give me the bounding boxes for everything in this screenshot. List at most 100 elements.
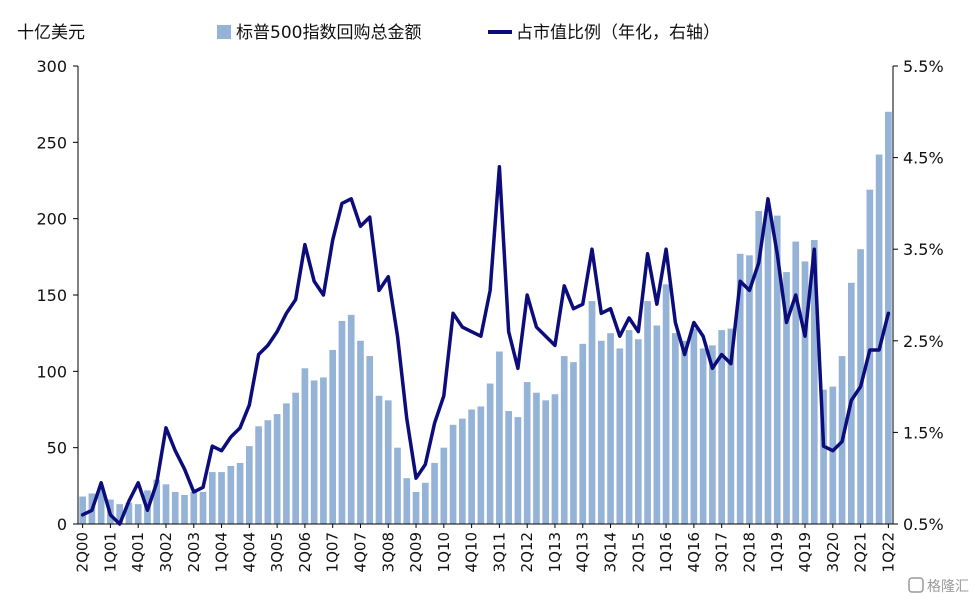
bar-4Q11 <box>505 411 512 524</box>
bar-1Q06 <box>292 392 299 524</box>
bar-1Q12 <box>514 417 522 524</box>
left-tick-label: 250 <box>36 133 67 152</box>
x-tick-label: 2Q21 <box>852 532 870 572</box>
left-axis-ticks: 0 50 100 150 200 250 300 <box>36 57 78 534</box>
bar-3Q07 <box>347 314 355 524</box>
left-axis-unit-label: 十亿美元 <box>17 23 85 43</box>
left-tick-label: 100 <box>36 362 67 381</box>
bar-3Q01 <box>125 502 133 524</box>
bar-2Q08 <box>375 395 383 524</box>
bar-1Q14 <box>588 301 596 524</box>
bar-1Q20 <box>810 240 818 525</box>
bar-2Q01 <box>116 504 124 524</box>
bar-4Q08 <box>394 447 401 524</box>
x-tick-label: 2Q15 <box>629 532 647 572</box>
right-tick-label: 1.5% <box>903 423 944 442</box>
bar-3Q11 <box>496 351 503 524</box>
bar-4Q04 <box>246 446 253 524</box>
left-tick-label: 50 <box>47 439 67 458</box>
bar-2Q00 <box>79 496 86 524</box>
bar-3Q13 <box>570 362 577 524</box>
x-tick-label: 3Q20 <box>824 532 842 572</box>
x-tick-label: 1Q16 <box>657 532 675 572</box>
bar-2Q14 <box>597 340 605 524</box>
x-tick-label: 1Q13 <box>546 532 564 572</box>
bar-4Q03 <box>208 472 216 524</box>
bar-1Q18 <box>736 253 744 524</box>
bar-1Q15 <box>625 330 633 524</box>
bar-3Q08 <box>384 400 392 524</box>
x-tick-label: 4Q16 <box>685 532 703 572</box>
bar-2Q15 <box>634 339 642 524</box>
legend-bar-label: 标普500指数回购总金额 <box>236 23 421 43</box>
bar-4Q02 <box>171 491 179 524</box>
bar-3Q03 <box>199 491 207 524</box>
left-tick-label: 150 <box>36 286 67 305</box>
watermark-text: 格隆汇 <box>927 579 969 595</box>
bar-4Q17 <box>727 328 735 524</box>
right-tick-label: 5.5% <box>903 57 944 76</box>
bar-1Q05 <box>255 426 262 524</box>
x-tick-label: 4Q13 <box>574 532 592 572</box>
right-axis-ticks: 0.5% 1.5% 2.5% 3.5% 4.5% 5.5% <box>893 57 944 534</box>
x-tick-label: 3Q17 <box>713 532 731 572</box>
bar-3Q14 <box>607 333 614 524</box>
x-tick-label: 3Q08 <box>379 532 397 572</box>
x-tick-label: 2Q06 <box>296 532 314 572</box>
bar-1Q09 <box>403 478 411 524</box>
watermark-logo-icon <box>908 577 924 593</box>
bar-4Q10 <box>468 409 475 524</box>
bar-2Q03 <box>190 491 198 524</box>
bar-4Q14 <box>616 348 624 524</box>
bar-2Q09 <box>412 491 420 524</box>
right-tick-label: 4.5% <box>903 149 944 168</box>
x-tick-label: 1Q07 <box>324 532 342 572</box>
bar-1Q03 <box>181 494 188 524</box>
x-tick-label: 2Q12 <box>518 532 536 572</box>
bar-1Q16 <box>662 284 670 524</box>
x-tick-label: 2Q09 <box>407 532 425 572</box>
bar-2Q07 <box>338 320 346 524</box>
bar-4Q09 <box>431 462 438 524</box>
x-tick-label: 4Q19 <box>796 532 814 572</box>
x-tick-label: 1Q10 <box>435 532 453 572</box>
bar-4Q12 <box>542 400 550 524</box>
bar-2Q11 <box>486 383 494 524</box>
bar-3Q12 <box>533 392 540 524</box>
x-tick-label: 1Q04 <box>213 532 231 572</box>
x-tick-label: 4Q07 <box>351 532 369 572</box>
x-tick-label: 3Q14 <box>602 532 620 572</box>
left-tick-label: 200 <box>36 210 67 229</box>
bar-3Q06 <box>310 380 318 524</box>
x-tick-label: 4Q01 <box>129 532 147 572</box>
bar-3Q16 <box>681 340 688 524</box>
bar-3Q17 <box>718 330 725 524</box>
bar-1Q17 <box>699 348 707 524</box>
x-tick-label: 1Q22 <box>879 532 897 572</box>
bar-3Q19 <box>792 241 800 524</box>
bar-4Q18 <box>764 209 772 524</box>
right-tick-label: 3.5% <box>903 240 944 259</box>
bar-4Q07 <box>357 340 364 524</box>
bar-4Q06 <box>320 377 327 524</box>
x-tick-label: 4Q10 <box>463 532 481 572</box>
x-tick-label: 2Q03 <box>185 532 203 572</box>
bar-1Q19 <box>773 215 781 525</box>
bar-1Q10 <box>440 447 448 524</box>
right-tick-label: 0.5% <box>903 515 944 534</box>
bar-2Q06 <box>301 368 309 524</box>
x-tick-label: 1Q19 <box>768 532 786 572</box>
bar-2Q05 <box>264 420 272 524</box>
bar-3Q15 <box>644 301 651 524</box>
bar-2Q10 <box>449 424 457 524</box>
bar-1Q08 <box>366 356 374 524</box>
x-tick-label: 2Q18 <box>740 532 758 572</box>
bar-2Q04 <box>227 465 235 524</box>
bar-4Q21 <box>875 154 883 525</box>
bar-3Q05 <box>273 414 281 524</box>
x-tick-label: 2Q00 <box>74 532 92 572</box>
legend: 标普500指数回购总金额 占市值比例（年化，右轴） <box>217 23 720 43</box>
bar-2Q20 <box>820 389 827 524</box>
watermark: 格隆汇 <box>908 577 969 595</box>
